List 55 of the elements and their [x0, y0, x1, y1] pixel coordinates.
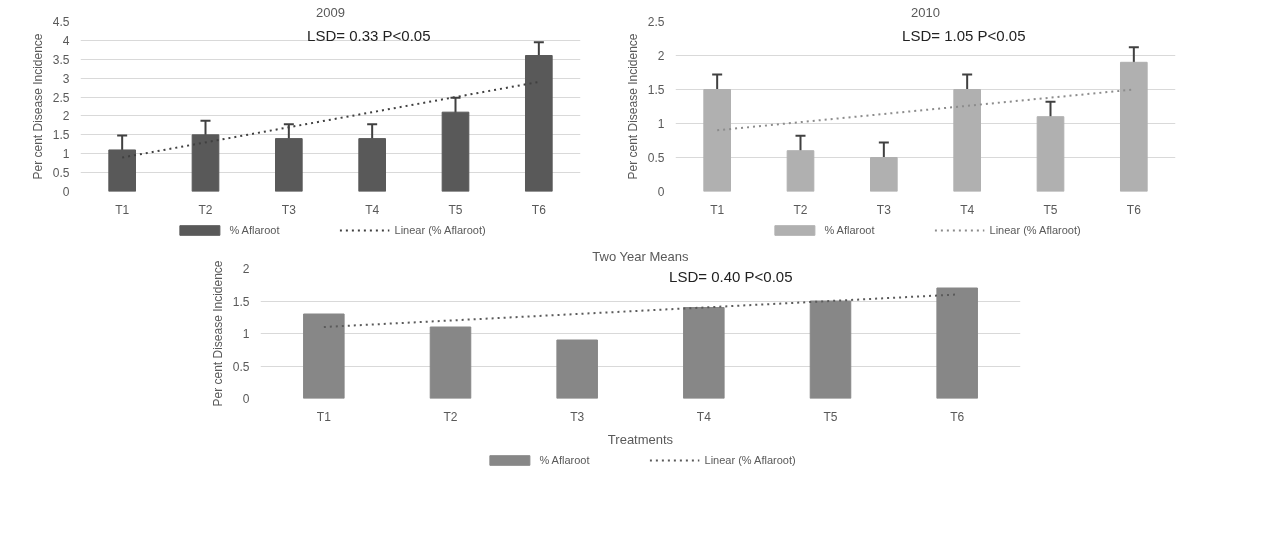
x-tick-label: T6	[1126, 202, 1142, 217]
x-tick-label: T1	[115, 202, 130, 217]
chart-title: 2009	[316, 4, 345, 20]
y-tick-label: 3.5	[52, 52, 70, 67]
x-tick-label: T2	[793, 202, 808, 217]
annotation: LSD= 0.40 P<0.05	[669, 268, 793, 286]
legend-label: % Aflaroot	[229, 224, 280, 236]
y-tick-label: 0	[242, 392, 250, 406]
x-tick-label: T6	[950, 409, 965, 424]
y-tick-label: 0.5	[52, 166, 70, 181]
x-tick-label: T1	[710, 202, 725, 217]
x-tick-label: T3	[281, 202, 297, 217]
chart-title: Two Year Means	[592, 248, 689, 264]
x-tick-label: T2	[198, 202, 213, 217]
legend-label: Linear (% Aflaroot)	[989, 224, 1081, 236]
y-tick-label: 2.5	[52, 90, 70, 105]
x-tick-label: T4	[696, 409, 712, 424]
x-tick-label: T6	[531, 202, 547, 217]
y-tick-label: 1.5	[232, 294, 250, 309]
y-tick-label: 2	[657, 49, 665, 63]
legend-label: % Aflaroot	[539, 454, 590, 466]
annotation: LSD= 0.33 P<0.05	[307, 26, 431, 44]
y-tick-label: 1	[242, 327, 250, 341]
y-axis-title: Per cent Disease Incidence	[625, 33, 640, 180]
y-tick-label: 1.5	[647, 83, 665, 97]
chart-title: 2010	[911, 4, 940, 20]
y-tick-label: 2	[62, 109, 70, 124]
y-tick-label: 0.5	[647, 151, 665, 165]
x-tick-label: T3	[876, 202, 892, 217]
y-tick-label: 0.5	[232, 359, 250, 374]
y-axis-title: Per cent Disease Incidence	[210, 260, 225, 407]
y-tick-label: 4.5	[52, 15, 70, 29]
y-tick-label: 2.5	[647, 15, 665, 29]
annotation: LSD= 1.05 P<0.05	[902, 26, 1026, 44]
legend-label: % Aflaroot	[824, 224, 875, 236]
x-tick-label: T2	[443, 409, 458, 424]
y-tick-label: 1	[62, 147, 70, 162]
legend-label: Linear (% Aflaroot)	[704, 454, 796, 466]
x-tick-label: T4	[365, 202, 380, 217]
x-tick-label: T5	[1043, 202, 1058, 217]
x-tick-label: T5	[823, 409, 838, 424]
y-tick-label: 2	[242, 262, 250, 276]
y-tick-label: 3	[62, 71, 70, 86]
x-axis-title: Treatments	[607, 431, 674, 447]
y-tick-label: 4	[62, 33, 70, 48]
y-axis-title: Per cent Disease Incidence	[30, 33, 45, 180]
legend-label: Linear (% Aflaroot)	[394, 224, 486, 236]
x-tick-label: T1	[316, 409, 332, 424]
x-tick-label: T4	[960, 202, 975, 217]
y-tick-label: 1.5	[52, 128, 70, 143]
y-tick-label: 0	[657, 185, 665, 199]
x-tick-label: T5	[448, 202, 463, 217]
y-tick-label: 1	[657, 117, 665, 131]
y-tick-label: 0	[62, 185, 70, 199]
x-tick-label: T3	[570, 409, 585, 424]
